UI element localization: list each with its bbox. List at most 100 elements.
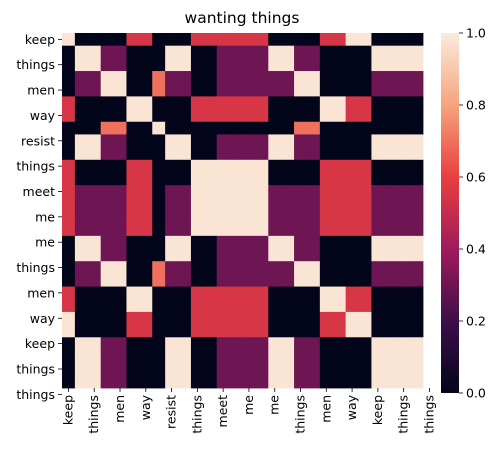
heatmap-cell [87,33,102,47]
heatmap-cell [87,83,102,97]
heatmap-cell [126,235,140,249]
heatmap-cell [165,197,179,211]
heatmap-cell [397,311,411,326]
heatmap-cell [100,261,114,275]
heatmap-cell [345,33,359,47]
heatmap-cell [255,83,269,97]
heatmap-cell [216,83,230,97]
heatmap-cell [113,197,127,211]
heatmap-cell [371,362,385,376]
heatmap-cell [268,248,282,262]
heatmap-cell [152,45,166,59]
heatmap-cell [306,121,321,135]
heatmap-cell [100,172,114,186]
heatmap-cell [345,197,359,211]
heatmap-cell [384,248,398,262]
heatmap-cell [345,159,359,173]
heatmap-cell [397,248,411,262]
heatmap-cell [62,33,76,47]
heatmap-cell [152,71,166,85]
heatmap-cell [113,235,127,249]
heatmap-cell [319,311,334,326]
heatmap-cell [216,33,230,47]
heatmap-cell [74,109,89,123]
heatmap-cell [281,159,295,173]
heatmap-cell [410,197,424,211]
heatmap-cell [203,375,218,389]
x-tick-label: things [421,395,436,434]
heatmap-cell [190,33,205,47]
heatmap-cell [332,185,347,199]
heatmap-cell [152,172,166,186]
heatmap-cell [306,261,321,275]
heatmap-cell [178,197,192,211]
heatmap-cell [281,261,295,275]
x-tick-label: men [112,395,127,423]
colorbar: 0.0 0.2 0.4 0.6 0.8 1.0 [441,26,486,401]
heatmap-cell [242,121,256,135]
heatmap-cell [384,33,398,47]
heatmap-cell [62,134,76,148]
heatmap-cell [345,299,359,313]
heatmap-cell [216,96,230,110]
heatmap-cell [139,197,153,211]
heatmap-cell [203,197,218,211]
heatmap-cell [62,375,76,389]
heatmap-cell [165,299,179,313]
heatmap-cell [281,235,295,249]
heatmap-cell [397,197,411,211]
heatmap-cell [190,286,205,300]
heatmap-cell [371,248,385,262]
heatmap-cell [371,45,385,59]
heatmap-cell [410,299,424,313]
heatmap-cell [152,273,166,287]
heatmap-cell [152,185,166,199]
heatmap-cell [165,121,179,135]
heatmap-cell [371,349,385,364]
heatmap-cell [126,375,140,389]
heatmap-cell [281,311,295,326]
heatmap-cell [371,273,385,287]
heatmap-cell [242,362,256,376]
heatmap-cell [384,337,398,351]
y-tick-label: way [30,108,56,123]
heatmap-cell [294,83,308,97]
heatmap-cell [319,83,334,97]
heatmap-cell [165,324,179,338]
x-tick-label: things [86,395,101,434]
heatmap-cell [319,375,334,389]
heatmap-cell [384,286,398,300]
x-tick-label: keep [60,395,75,425]
heatmap-cell [100,337,114,351]
heatmap-cell [113,375,127,389]
heatmap-cell [87,324,102,338]
heatmap-cell [113,299,127,313]
heatmap-cell [203,45,218,59]
heatmap-cell [358,248,372,262]
heatmap-cell [255,134,269,148]
heatmap-cell [242,311,256,326]
heatmap-cell [306,147,321,161]
heatmap-cell [62,83,76,97]
heatmap-cell [358,83,372,97]
heatmap-cell [332,223,347,237]
heatmap-cell [397,147,411,161]
heatmap-cell [87,159,102,173]
heatmap-cell [255,71,269,85]
heatmap-cell [216,159,230,173]
heatmap-cell [332,286,347,300]
heatmap-cell [306,362,321,376]
heatmap-cell [62,159,76,173]
heatmap-cell [332,210,347,224]
heatmap-cell [255,109,269,123]
heatmap-cell [268,172,282,186]
heatmap-cell [165,235,179,249]
heatmap-cell [178,349,192,364]
heatmap-cell [281,172,295,186]
heatmap-cell [62,261,76,275]
heatmap-cell [100,71,114,85]
y-tick-label: resist [21,133,55,148]
heatmap-cell [397,159,411,173]
heatmap-cell [152,96,166,110]
heatmap-cell [319,299,334,313]
